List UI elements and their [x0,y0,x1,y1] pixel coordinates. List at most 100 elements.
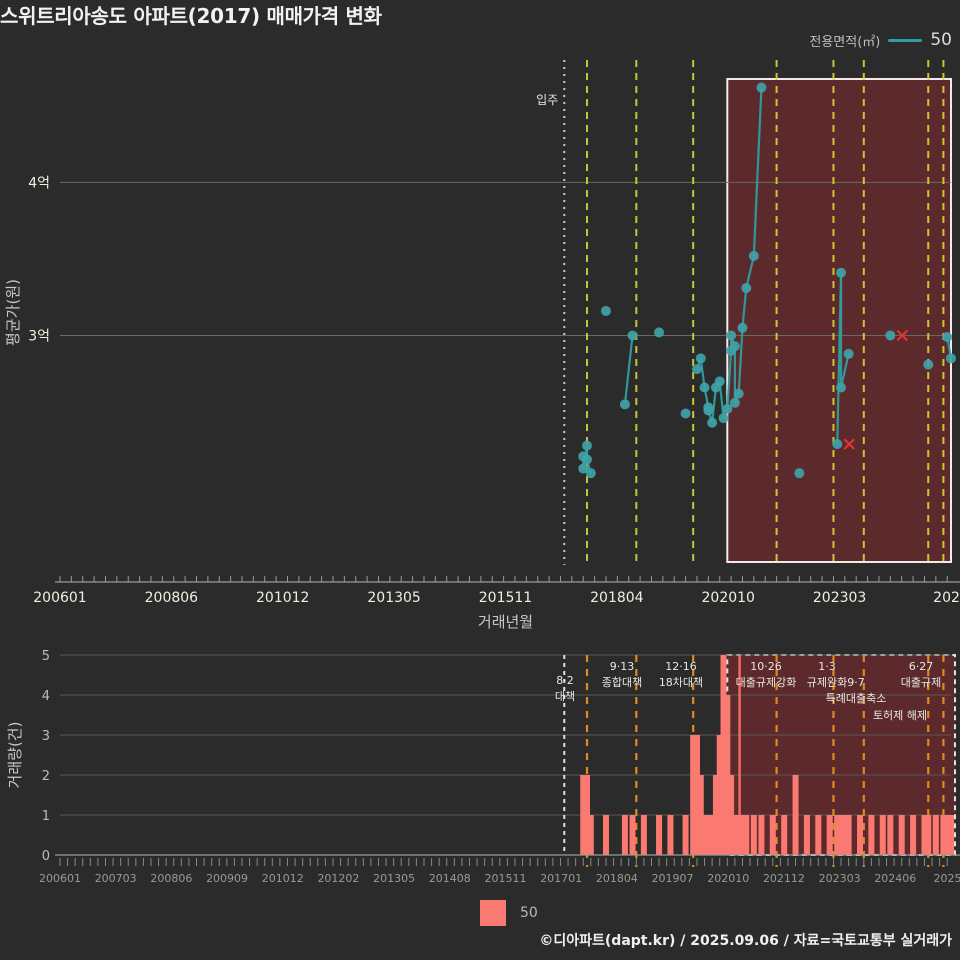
x-tick-label-bottom: 201202 [317,872,359,885]
volume-bar [944,815,951,855]
price-point [718,413,729,424]
x-tick-label: 201305 [367,590,420,606]
price-point [680,408,691,419]
volume-bar [758,815,765,855]
volume-bar [769,815,776,855]
cancelled-deal-marker [843,438,855,450]
x-stroke [896,329,909,342]
price-point [737,322,748,333]
x-tick-label: 200601 [33,590,86,606]
price-segment [741,287,748,328]
price-point [726,330,737,341]
x-tick-label-bottom: 201907 [652,872,694,885]
x-tick-label-bottom: 201408 [429,872,471,885]
volume-bar [948,815,954,855]
volume-bar [838,815,845,855]
volume-bar [709,815,716,855]
price-chart-group: 3억 4억 입주 200601 200806 201012 201305 201511 2018… [4,60,960,631]
x-tick-label-bottom: 201305 [373,872,415,885]
y-tick-label: 2 [42,769,50,784]
volume-bar [841,815,848,855]
volume-bar [815,815,822,855]
price-point [582,440,593,451]
volume-bar [587,815,594,855]
price-point [794,468,805,479]
volume-bar [739,815,746,855]
volume-bar [701,815,708,855]
x-tick-label-bottom: 200601 [39,872,81,885]
x-tick-label-bottom: 201804 [596,872,638,885]
x-tick-label: 201804 [590,590,644,606]
price-segment [623,335,634,405]
annotation-date-2: 12·16 [665,660,697,673]
price-point [843,348,854,359]
price-point [585,468,596,479]
x-tick-label-bottom: 202303 [819,872,861,885]
volume-bar [940,815,947,855]
volume-bar [781,815,788,855]
price-point [733,388,744,399]
price-point [627,330,638,341]
y-tick-label: 4억 [28,175,50,191]
volume-bar [629,815,636,855]
annotation-date-7: 6·27 [909,660,934,673]
volume-bar [697,775,704,855]
annotation-text-3: 대출규제강화 [736,676,797,689]
volume-bar [845,815,852,855]
x-tick-label-bottom: 201701 [540,872,582,885]
x-tick-label: 2025 [933,590,960,606]
footer-credit: ©디아파트(dapt.kr) / 2025.09.06 / 자료=국토교통부 실… [539,933,952,949]
price-point [832,439,843,450]
volume-bar [602,815,609,855]
price-point [946,353,956,364]
price-point [654,327,665,338]
page-title: 스위트리아송도 아파트(2017) 매매가격 변화 [0,4,382,28]
volume-bar [728,775,735,855]
volume-bar [731,815,738,855]
annotation-date-3: 10·26 [750,660,782,673]
legend-line-swatch [888,38,923,42]
volume-bar [735,815,742,855]
y-tick-label: 3 [42,729,50,744]
price-point [582,454,593,465]
price-point [756,82,767,93]
volume-bar [834,815,841,855]
volume-bar [750,815,757,855]
volume-bar [640,815,647,855]
volume-bar [712,775,719,855]
volume-bar [898,815,905,855]
x-stroke [843,438,855,450]
x-tick-label-bottom: 202406 [874,872,916,885]
volume-bar [720,655,727,855]
y-tick-label: 5 [42,649,50,664]
volume-bar [716,735,723,855]
volume-bar [857,815,864,855]
annotation-text-6: 토허제 해제 [873,708,927,722]
annotation-date-5: 9·7 [847,676,865,689]
x-tick-label: 202010 [702,590,755,606]
x-tick-label-bottom: 200909 [206,872,248,885]
annotation-date-4: 1·3 [818,660,836,673]
volume-bar [621,815,628,855]
x-tick-label-bottom: 200806 [150,872,192,885]
price-point [578,463,589,474]
volume-bar [826,815,833,855]
annotation-date-0: 8·2 [556,674,574,687]
annotation-text-2: 18차대책 [659,676,703,689]
x-tick-label-bottom: 20250 [934,872,960,885]
volume-bar [803,815,810,855]
volume-bar [656,815,663,855]
price-point [836,382,847,393]
price-point [741,283,752,294]
x-axis-title: 거래년월 [478,613,533,631]
price-point [714,376,725,387]
price-point [703,405,714,416]
y-tick-label: 0 [42,849,50,864]
volume-bar [925,815,932,855]
x-tick-label-bottom: 202010 [707,872,749,885]
volume-bar [868,815,875,855]
legend-bottom-label: 50 [520,905,538,921]
price-point [836,267,847,278]
price-segment [726,350,733,409]
price-point [729,397,740,408]
